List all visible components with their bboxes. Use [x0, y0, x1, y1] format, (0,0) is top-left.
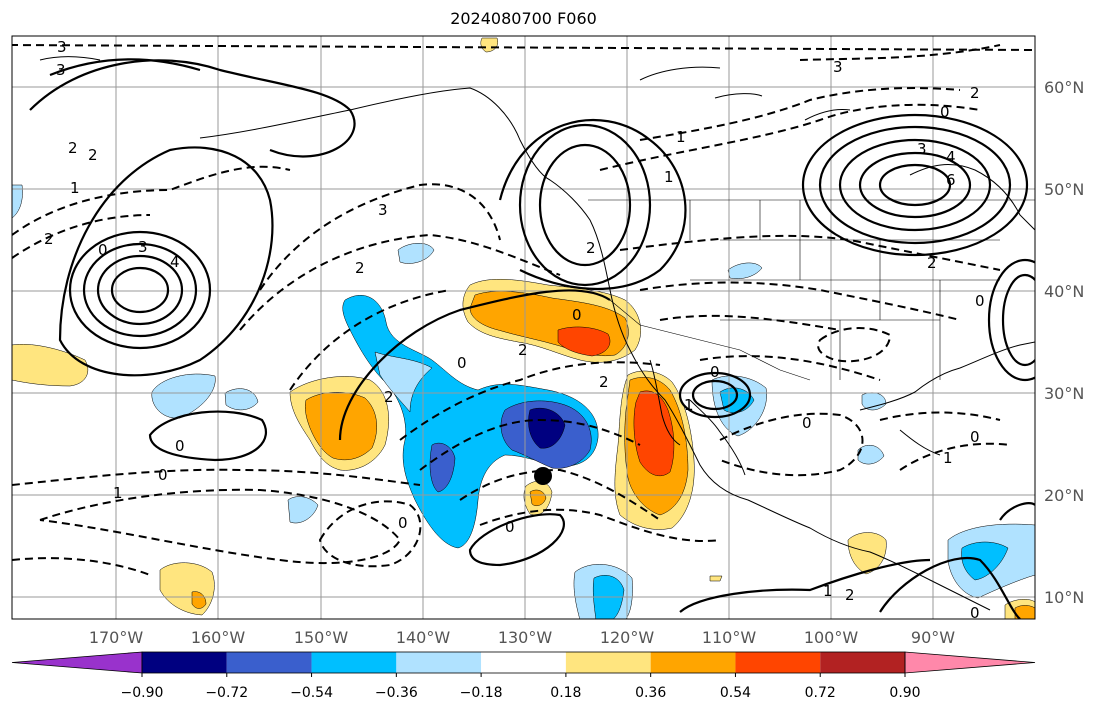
contour-label: 3: [378, 201, 388, 219]
contour-label: 0: [98, 241, 108, 259]
colorbar-tick-label: −0.54: [290, 685, 333, 701]
lon-label: 130°W: [498, 628, 553, 647]
contour-label: 2: [44, 230, 54, 248]
lon-label: 140°W: [396, 628, 451, 647]
contour-label: 0: [802, 414, 812, 432]
contour-label: 0: [398, 514, 408, 532]
contour-label: 1: [684, 396, 694, 414]
contour-label: 0: [710, 363, 720, 381]
colorbar-tick-label: −0.90: [121, 685, 164, 701]
lon-label: 170°W: [89, 628, 144, 647]
contour-label: 0: [457, 354, 467, 372]
contour-labels: 3 3 2 2 1 2 0 3 4 3 2 2 0 2 0 1 2 0 0 1 …: [44, 38, 985, 622]
map-panel: 3 3 2 2 1 2 0 3 4 3 2 2 0 2 0 1 2 0 0 1 …: [12, 36, 1035, 622]
colorbar-tick-label: 0.18: [550, 685, 581, 701]
field-negative-pacific: [342, 295, 599, 549]
contour-label: 2: [88, 146, 98, 164]
colorbar-segment: [226, 652, 312, 673]
borders: [588, 199, 1035, 381]
colorbar-tick-label: 0.54: [720, 685, 751, 701]
lat-label: 30°N: [1044, 384, 1084, 403]
contour-label: 3: [917, 140, 927, 158]
contour-label: 1: [943, 449, 953, 467]
lon-label: 110°W: [702, 628, 757, 647]
field-light-blue-pacific: [374, 351, 433, 413]
contour-label: 4: [946, 148, 956, 166]
contour-label: 1: [664, 168, 674, 186]
colorbar-tick-label: 0.90: [889, 685, 920, 701]
contour-label: 4: [170, 253, 180, 271]
colorbar-segment: [650, 652, 736, 673]
contour-label: 2: [970, 84, 980, 102]
latitude-labels: 60°N 50°N 40°N 30°N 20°N 10°N: [1044, 78, 1084, 607]
solid-contours: [29, 58, 1035, 619]
lon-label: 160°W: [191, 628, 246, 647]
location-marker: [534, 467, 552, 485]
lat-label: 50°N: [1044, 180, 1084, 199]
contour-label: 2: [586, 239, 596, 257]
colorbar-outline: [141, 651, 906, 674]
colorbar-segment: [565, 652, 651, 673]
colorbar-segment: [820, 652, 905, 673]
colorbar-segment: [396, 652, 482, 673]
contour-label: 0: [940, 103, 950, 121]
map-title: 2024080700 F060: [450, 9, 597, 28]
lon-label: 120°W: [600, 628, 655, 647]
contour-label: 0: [158, 466, 168, 484]
lon-label: 150°W: [294, 628, 349, 647]
colorbar: −0.90 −0.72 −0.54 −0.36 −0.18 0.18 0.36 0.54 0.7…: [11, 651, 1036, 701]
colorbar-tick-label: −0.18: [460, 685, 503, 701]
colorbar-tick-label: 0.36: [635, 685, 666, 701]
contour-label: 2: [845, 586, 855, 604]
lat-label: 60°N: [1044, 78, 1084, 97]
contour-label: 2: [355, 259, 365, 277]
colorbar-tick-label: −0.36: [375, 685, 418, 701]
contour-label: 0: [505, 518, 515, 536]
contour-label: 2: [518, 341, 528, 359]
map-frame: [11, 35, 1036, 620]
contour-label: 2: [68, 139, 78, 157]
colorbar-segment: [142, 652, 227, 673]
contour-label: 1: [70, 179, 80, 197]
lon-label: 100°W: [804, 628, 859, 647]
shaded-fields: [12, 37, 1035, 619]
contour-label: 1: [113, 484, 123, 502]
contour-label: 2: [927, 254, 937, 272]
lat-label: 40°N: [1044, 282, 1084, 301]
lat-label: 20°N: [1044, 486, 1084, 505]
contour-label: 0: [970, 604, 980, 622]
longitude-labels: 170°W 160°W 150°W 140°W 130°W 120°W 110°…: [89, 628, 955, 647]
lon-label: 90°W: [911, 628, 955, 647]
contour-label: 3: [56, 61, 66, 79]
dashed-contours: [12, 44, 1035, 576]
contour-label: 2: [599, 373, 609, 391]
colorbar-tick-label: 0.72: [805, 685, 836, 701]
colorbar-segment: [311, 652, 397, 673]
contour-label: 0: [975, 292, 985, 310]
colorbar-extend-high: [904, 651, 1036, 674]
colorbar-tick-label: −0.72: [205, 685, 248, 701]
contour-label: 2: [384, 388, 394, 406]
colorbar-extend-low: [11, 651, 143, 674]
lat-label: 10°N: [1044, 588, 1084, 607]
colorbar-segment: [735, 652, 821, 673]
coastlines: [39, 56, 1035, 611]
contour-label: 0: [175, 437, 185, 455]
contour-label: 6: [946, 171, 956, 189]
contour-label: 3: [57, 38, 67, 56]
contour-label: 0: [572, 306, 582, 324]
contour-label: 3: [138, 238, 148, 256]
contour-label: 1: [823, 582, 833, 600]
contour-label: 3: [833, 58, 843, 76]
contour-label: 0: [970, 428, 980, 446]
contour-label: 1: [676, 128, 686, 146]
colorbar-segment: [481, 652, 566, 673]
